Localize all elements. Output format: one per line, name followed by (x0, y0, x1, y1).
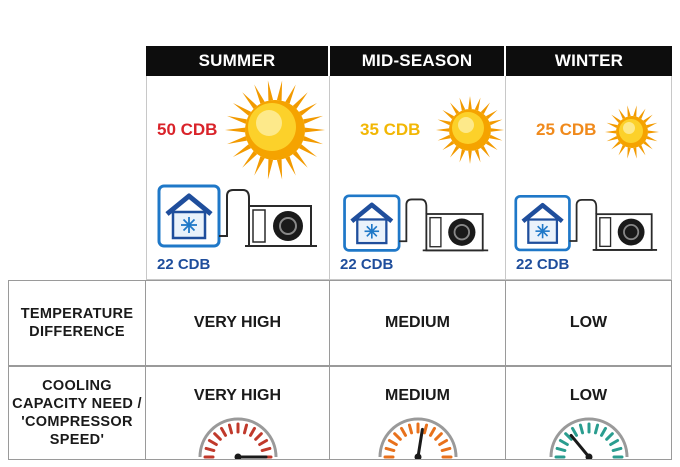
outside-temp: 35 CDB (360, 120, 421, 139)
cooling-mid-season: MEDIUM (330, 366, 506, 460)
gauge-icon (198, 417, 277, 459)
house-snowflake-icon (157, 184, 221, 248)
sun-icon (436, 96, 504, 164)
inside-temp: 22 CDB (516, 256, 570, 273)
indoor-outdoor-icon (340, 194, 500, 259)
sun-icon (605, 105, 659, 159)
outdoor-unit-icon (422, 213, 489, 252)
cooling-level: VERY HIGH (193, 387, 282, 404)
header-mid-season: MID-SEASON (330, 46, 504, 76)
temp-diff-mid-season: MEDIUM (330, 280, 506, 366)
outside-temp: 25 CDB (536, 120, 597, 139)
row-label-temperature-difference: TEMPERATURE DIFFERENCE (8, 280, 146, 366)
cooling-summer: VERY HIGH (146, 366, 330, 460)
temp-diff-winter: LOW (506, 280, 672, 366)
mid-season-illustration: 35 CDB (329, 76, 506, 280)
cooling-level: LOW (569, 387, 608, 404)
inside-temp: 22 CDB (340, 256, 394, 273)
cooling-winter: LOW (506, 366, 672, 460)
sun-icon (225, 80, 325, 180)
winter-illustration: 25 CDB (505, 76, 672, 280)
row-label-cooling-capacity: COOLING CAPACITY NEED / 'COMPRESSOR SPEE… (8, 366, 146, 460)
indoor-outdoor-icon (157, 184, 327, 255)
outdoor-unit-icon (592, 213, 658, 251)
gauge-icon (378, 417, 457, 459)
temp-diff-summer: VERY HIGH (146, 280, 330, 366)
summer-illustration: 50 CDB (146, 76, 330, 280)
outdoor-unit-icon (245, 205, 317, 247)
header-summer: SUMMER (146, 46, 328, 76)
house-snowflake-icon (343, 194, 401, 252)
comparison-table: SUMMER MID-SEASON WINTER 50 CDB (8, 46, 672, 460)
house-snowflake-icon (514, 194, 571, 252)
header-winter: WINTER (506, 46, 672, 76)
cooling-level: MEDIUM (385, 387, 450, 404)
inside-temp: 22 CDB (157, 256, 211, 273)
indoor-outdoor-icon (514, 194, 666, 259)
outside-temp: 50 CDB (157, 120, 218, 139)
gauge-icon (549, 417, 628, 459)
